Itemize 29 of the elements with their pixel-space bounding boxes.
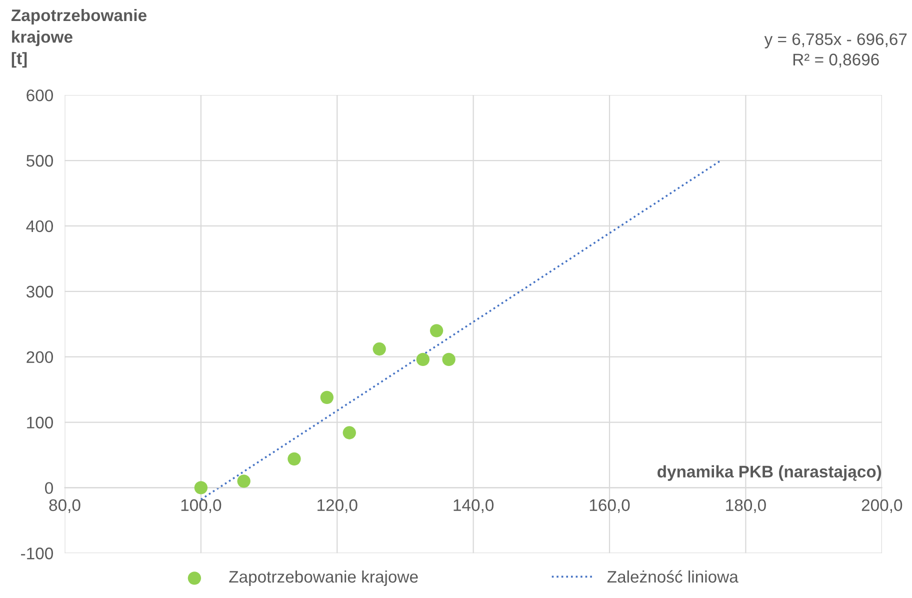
point [288, 452, 301, 466]
point [372, 342, 386, 356]
y-tick-label: 300 [26, 286, 53, 298]
point [416, 352, 430, 366]
y-tick-label: -100 [21, 548, 53, 560]
y-tick-label: 200 [26, 351, 53, 364]
text: y = 6,785x - 696,67 R² = 0,8696 [764, 33, 907, 68]
y-tick-label: 0 [45, 482, 53, 494]
legend-label: Zależność liniowa [607, 570, 738, 583]
point [237, 474, 250, 488]
x-tick-label: 140,0 [454, 499, 494, 514]
y-tick-label: 100 [27, 416, 53, 428]
y-tick-label: 600 [26, 89, 53, 102]
x-axis-title: dynamika PKB (narastająco) [658, 465, 882, 481]
point [430, 324, 444, 338]
x-tick-label: 200,0 [862, 499, 902, 514]
x-tick-label: 80,0 [49, 499, 80, 514]
point [342, 426, 356, 440]
y-tick-label: 500 [26, 154, 53, 167]
legend-label: Zapotrzebowanie krajowe [229, 570, 418, 586]
point [442, 352, 456, 366]
point [320, 390, 334, 404]
x-tick-label: 160,0 [590, 499, 630, 514]
x-tick-label: 120,0 [318, 499, 358, 514]
y-tick-label: 400 [26, 220, 53, 232]
x-tick-label: 180,0 [726, 499, 766, 514]
x-tick-label: 100,0 [181, 499, 222, 514]
y-axis-title: Zapotrzebowanie krajowe [t] [11, 8, 146, 68]
point [194, 481, 208, 494]
